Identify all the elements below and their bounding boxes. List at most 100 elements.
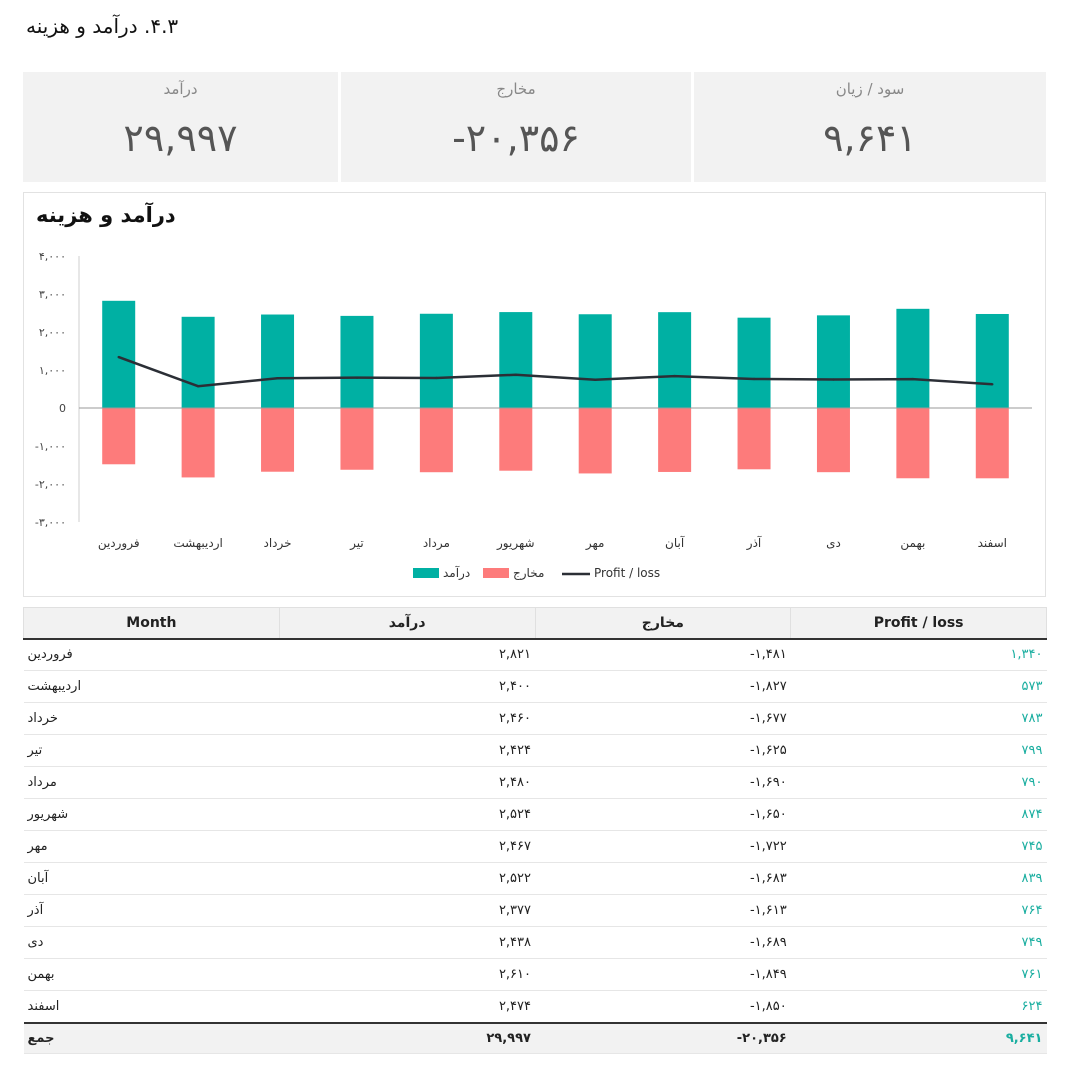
- profit-loss-point: [673, 374, 676, 378]
- cell-month: تیر: [23, 734, 280, 767]
- income-bar: [181, 316, 215, 408]
- expense-bar: [816, 408, 850, 473]
- cell-income: ۲,۳۷۷: [279, 894, 535, 927]
- expense-bar: [658, 408, 692, 472]
- legend-expenses-label: مخارج: [513, 566, 544, 581]
- cell-income: ۲,۵۲۲: [279, 862, 535, 895]
- expense-bar: [419, 408, 453, 473]
- x-tick-label: آبان: [665, 535, 685, 550]
- page-title: ۴.۳. درآمد و هزینه: [26, 14, 179, 38]
- income-expense-chart: ۴,۰۰۰ ۳,۰۰۰ ۲,۰۰۰ ۱,۰۰۰ 0 -۱,۰۰۰ -۲,۰۰۰ -۳,۰۰۰ ف…: [35, 250, 1032, 581]
- x-tick-label: مهر: [585, 536, 605, 551]
- legend-expenses-swatch: [483, 568, 509, 578]
- table-row: بهمن ۲,۶۱۰ -۱,۸۴۹ ۷۶۱: [23, 958, 1047, 991]
- cell-profit-loss: ۸۳۹: [790, 862, 1047, 895]
- cell-profit-loss: ۷۴۹: [790, 926, 1047, 959]
- table-row: اسفند ۲,۴۷۴ -۱,۸۵۰ ۶۲۴: [23, 990, 1047, 1023]
- expense-bar: [102, 408, 136, 465]
- table-row: اردیبهشت ۲,۴۰۰ -۱,۸۲۷ ۵۷۳: [23, 670, 1047, 703]
- cell-income: ۲,۴۸۰: [279, 766, 535, 799]
- legend-income-label: درآمد: [443, 565, 470, 581]
- cell-expenses: -۱,۶۲۵: [535, 734, 791, 767]
- header-income[interactable]: درآمد: [278, 607, 536, 640]
- cell-profit-loss: ۷۶۱: [790, 958, 1047, 991]
- x-tick-label: بهمن: [900, 536, 925, 551]
- cell-expenses: -۱,۸۲۷: [535, 670, 791, 703]
- income-bar: [737, 317, 771, 408]
- y-tick-label: -۱,۰۰۰: [35, 440, 66, 453]
- income-bar: [340, 315, 374, 408]
- x-tick-label: دی: [826, 536, 841, 550]
- cell-income: ۲,۴۶۰: [279, 702, 535, 735]
- table-total-row: جمع ۲۹,۹۹۷ -۲۰,۳۵۶ ۹,۶۴۱: [23, 1021, 1047, 1054]
- kpi-card-profit: سود / زیان ۹,۶۴۱: [694, 72, 1046, 182]
- y-tick-label: ۲,۰۰۰: [39, 326, 66, 339]
- cell-income: ۲,۴۶۷: [279, 830, 535, 863]
- cell-income: ۲,۴۷۴: [279, 990, 535, 1023]
- profit-loss-point: [196, 385, 200, 388]
- income-bar: [975, 313, 1009, 408]
- profit-loss-point: [832, 378, 835, 381]
- table-row: شهریور ۲,۵۲۴ -۱,۶۵۰ ۸۷۴: [23, 798, 1047, 831]
- y-tick-label: -۲,۰۰۰: [35, 478, 66, 491]
- header-profit-loss[interactable]: Profit / loss: [790, 607, 1047, 640]
- cell-profit-loss: ۷۹۰: [790, 766, 1047, 799]
- monthly-table: Month درآمد مخارج Profit / loss فروردین ۲…: [23, 607, 1047, 1054]
- cell-profit-loss: ۱,۳۴۰: [790, 638, 1047, 671]
- expense-bar: [975, 408, 1009, 479]
- chart-panel: درآمد و هزینه ۴,۰۰۰ ۳,۰۰۰ ۲,۰۰۰ ۱,۰۰۰ 0 -۱,۰۰…: [23, 192, 1046, 597]
- x-tick-label: شهریور: [496, 536, 535, 551]
- profit-loss-point: [514, 373, 517, 376]
- cell-expenses: -۱,۶۵۰: [535, 798, 791, 831]
- income-bar: [419, 313, 453, 408]
- cell-income: ۲,۵۲۴: [279, 798, 535, 831]
- profit-loss-point: [594, 378, 597, 381]
- total-cell-profit-loss: ۹,۶۴۱: [790, 1021, 1047, 1054]
- cell-month: آذر: [23, 894, 280, 927]
- income-bar: [816, 315, 850, 408]
- income-bar: [578, 314, 612, 408]
- cell-profit-loss: ۷۸۳: [790, 702, 1047, 735]
- cell-month: دی: [23, 926, 280, 959]
- header-month[interactable]: Month: [23, 607, 280, 640]
- cell-month: فروردین: [23, 638, 280, 671]
- profit-loss-point: [117, 355, 120, 359]
- x-tick-label: آذر: [746, 535, 762, 551]
- total-cell-month: جمع: [23, 1021, 280, 1054]
- x-tick-label: فروردین: [98, 536, 140, 551]
- kpi-label-expenses: مخارج: [496, 80, 536, 98]
- x-tick-label: مرداد: [423, 536, 450, 551]
- expense-bar: [261, 408, 295, 472]
- cell-expenses: -۱,۶۸۹: [535, 926, 791, 959]
- income-bar: [102, 300, 136, 408]
- expense-bar: [896, 408, 930, 479]
- expense-bar: [499, 408, 533, 471]
- cell-profit-loss: ۶۲۴: [790, 990, 1047, 1023]
- cell-month: آبان: [23, 862, 280, 895]
- y-tick-label: -۳,۰۰۰: [35, 516, 66, 529]
- table-row: خرداد ۲,۴۶۰ -۱,۶۷۷ ۷۸۳: [23, 702, 1047, 735]
- header-expenses[interactable]: مخارج: [534, 607, 792, 640]
- income-bar: [499, 312, 533, 408]
- cell-income: ۲,۸۲۱: [279, 638, 535, 671]
- y-tick-label: 0: [59, 402, 66, 415]
- chart-title: درآمد و هزینه: [36, 203, 176, 227]
- cell-expenses: -۱,۴۸۱: [535, 638, 791, 671]
- table-row: تیر ۲,۴۲۴ -۱,۶۲۵ ۷۹۹: [23, 734, 1047, 767]
- total-cell-expenses: -۲۰,۳۵۶: [535, 1021, 791, 1054]
- expense-bar: [181, 408, 215, 478]
- cell-month: بهمن: [23, 958, 280, 991]
- x-tick-label: اردیبهشت: [173, 536, 222, 551]
- profit-loss-point: [355, 376, 359, 379]
- total-cell-income: ۲۹,۹۹۷: [279, 1021, 535, 1054]
- profit-loss-line: [118, 355, 993, 388]
- table-header-row: Month درآمد مخارج Profit / loss: [23, 607, 1047, 640]
- y-tick-label: ۳,۰۰۰: [39, 288, 66, 301]
- table-row: آبان ۲,۵۲۲ -۱,۶۸۳ ۸۳۹: [23, 862, 1047, 895]
- x-tick-label: تیر: [349, 536, 364, 551]
- legend-profit-loss-label: Profit / loss: [594, 566, 660, 580]
- income-bar: [658, 312, 692, 408]
- profit-loss-point: [991, 383, 994, 386]
- kpi-value-profit: ۹,۶۴۱: [823, 116, 917, 160]
- x-tick-label: اسفند: [978, 536, 1007, 550]
